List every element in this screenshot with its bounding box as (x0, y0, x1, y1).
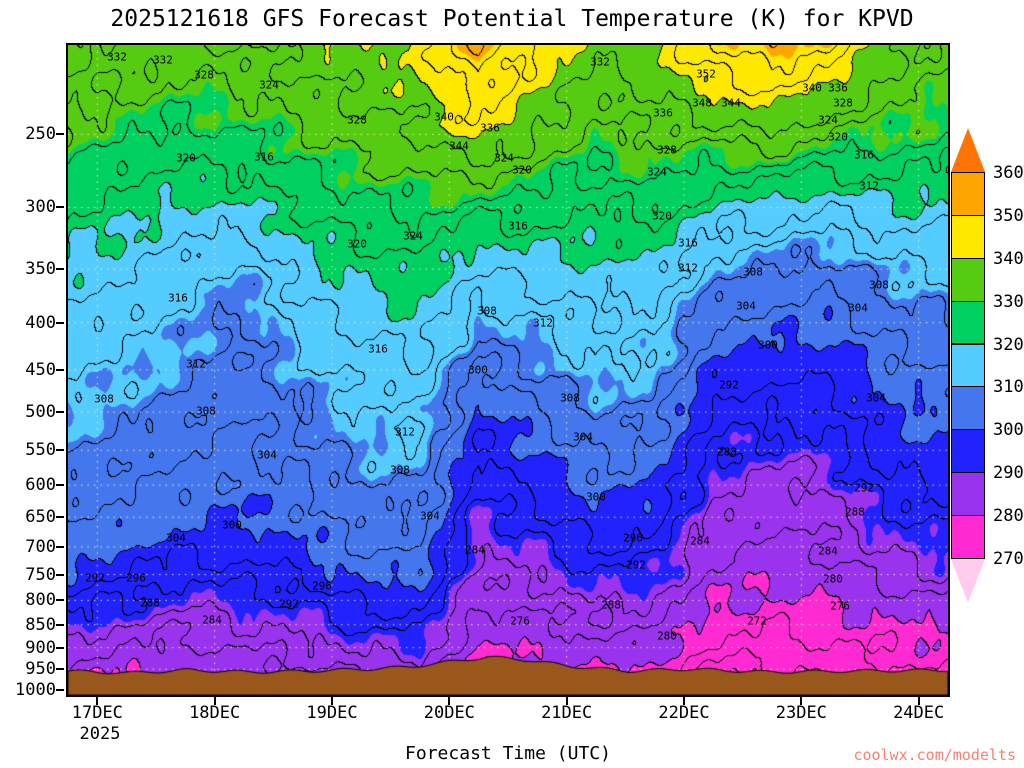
x-axis-tick (213, 697, 216, 705)
y-axis-tick-label: 450 (25, 359, 56, 380)
x-axis-tick (448, 697, 451, 705)
y-axis-tick (56, 484, 64, 487)
y-axis-tick-label: 900 (25, 637, 56, 658)
y-axis-tick-label: 400 (25, 312, 56, 333)
x-axis-tick (565, 697, 568, 705)
y-axis-tick (56, 646, 64, 649)
y-axis-tick (56, 599, 64, 602)
y-axis-tick (56, 411, 64, 414)
y-axis-tick-label: 750 (25, 564, 56, 585)
x-axis-tick-label: 20DEC (423, 703, 475, 723)
colorbar-band (951, 515, 985, 559)
colorbar-tick-label: 350 (993, 205, 1024, 226)
y-axis-tick (56, 545, 64, 548)
y-axis-tick (56, 573, 64, 576)
colorbar: 270 280 290 300 310 320 330 340 350 360 (949, 118, 1024, 633)
y-axis-tick (56, 688, 64, 691)
y-axis-tick-label: 300 (25, 197, 56, 218)
colorbar-tick-label: 340 (993, 248, 1024, 269)
y-axis-tick-label: 950 (25, 659, 56, 680)
colorbar-band (951, 171, 985, 216)
colorbar-band (951, 429, 985, 474)
x-axis-tick (96, 697, 99, 705)
colorbar-tick-label: 290 (993, 463, 1024, 484)
y-axis-tick (56, 516, 64, 519)
y-axis-tick-label: 700 (25, 536, 56, 557)
x-axis-year-label: 2025 (79, 724, 121, 744)
colorbar-band (951, 343, 985, 388)
y-axis-tick-label: 650 (25, 507, 56, 528)
x-axis-tick-label: 22DEC (658, 703, 710, 723)
colorbar-band (951, 472, 985, 517)
y-axis-tick-label: 850 (25, 614, 56, 635)
y-axis-tick-label: 350 (25, 259, 56, 280)
colorbar-tick-label: 360 (993, 162, 1024, 183)
x-axis-tick-label: 18DEC (189, 703, 241, 723)
y-axis-tick (56, 206, 64, 209)
y-axis-tick (56, 623, 64, 626)
x-axis-tick (800, 697, 803, 705)
colorbar-band (951, 257, 985, 302)
chart-title: 2025121618 GFS Forecast Potential Temper… (110, 6, 914, 32)
colorbar-tick-label: 280 (993, 506, 1024, 527)
x-axis-tick-label: 21DEC (541, 703, 593, 723)
y-axis-tick (56, 321, 64, 324)
colorbar-band (951, 300, 985, 345)
x-axis-tick (917, 697, 920, 705)
y-axis-tick-label: 800 (25, 590, 56, 611)
x-axis-tick-label: 17DEC (71, 703, 123, 723)
colorbar-tick-label: 310 (993, 377, 1024, 398)
y-axis-tick (56, 133, 64, 136)
y-axis-tick-label: 500 (25, 402, 56, 423)
colorbar-band (951, 214, 985, 259)
colorbar-tick-label: 330 (993, 291, 1024, 312)
x-axis-title: Forecast Time (UTC) (405, 743, 611, 764)
plot-area: 332 332 328 324 328 320 316 340 344 336 324 320 332 3… (66, 43, 950, 697)
watermark: coolwx.com/modelts (853, 746, 1016, 764)
colorbar-band (951, 386, 985, 431)
x-axis-tick-label: 19DEC (306, 703, 358, 723)
y-axis-tick (56, 668, 64, 671)
x-axis-tick (331, 697, 333, 705)
y-axis-tick-label: 600 (25, 475, 56, 496)
colorbar-over-range-arrow (951, 127, 985, 172)
potential-temperature-contour-canvas (68, 45, 948, 695)
colorbar-tick-label: 270 (993, 549, 1024, 569)
x-axis-tick-label: 23DEC (775, 703, 827, 723)
y-axis-tick (56, 268, 64, 271)
colorbar-tick-label: 320 (993, 334, 1024, 355)
colorbar-tick-label: 300 (993, 420, 1024, 441)
y-axis-tick (56, 449, 64, 452)
y-axis-tick (56, 368, 64, 371)
colorbar-under-range-arrow (951, 559, 985, 603)
x-axis-tick (683, 697, 685, 705)
y-axis-tick-label: 1000 (15, 679, 56, 700)
y-axis-tick-label: 550 (25, 440, 56, 461)
y-axis-tick-label: 250 (25, 124, 56, 145)
x-axis-tick-label: 24DEC (893, 703, 945, 723)
